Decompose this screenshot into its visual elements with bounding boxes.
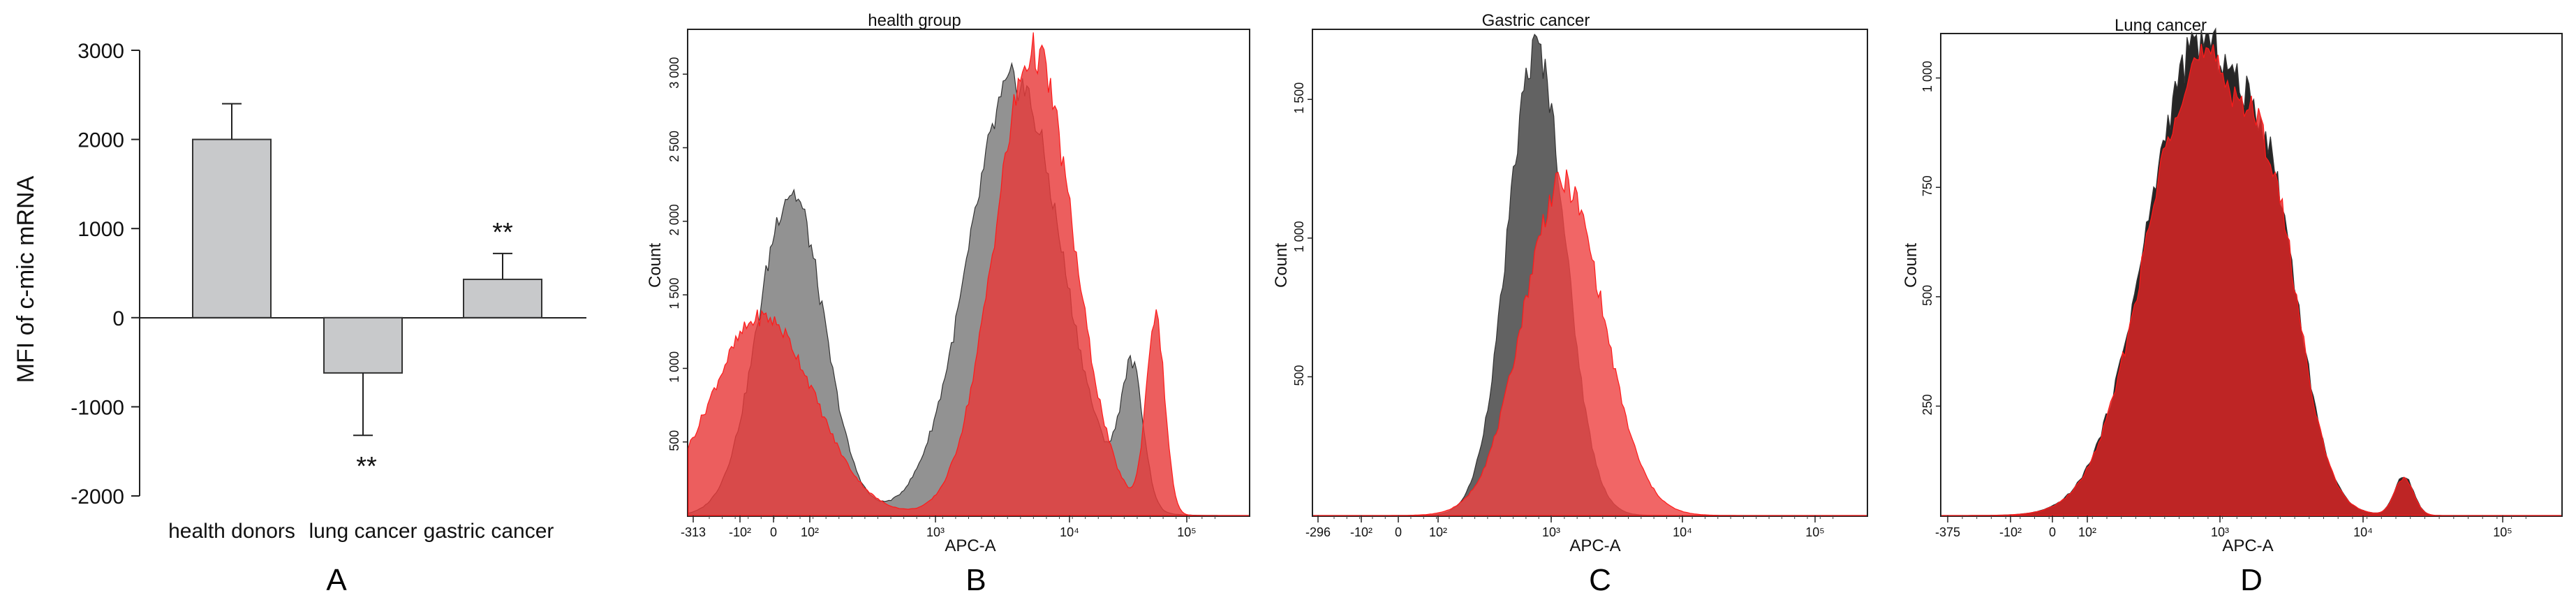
panel-a-sig-2: ** [492,218,513,247]
panel-a-ytick-label: 3000 [77,40,124,63]
d-xtick-label: -10² [1999,525,2022,539]
panel-b-title: health group [868,11,961,30]
panel-c-title: Gastric cancer [1482,11,1590,30]
panel-a-xtick-2: gastric cancer [424,520,554,543]
panel-a-ytick-label: -2000 [71,485,124,509]
panel-a-bar [323,316,403,374]
panel-a-ytick-label: 1000 [77,218,124,241]
panel-a: MFI of c-mic mRNA 3000 2000 1000 0 -1000 -200… [13,40,586,597]
d-xtick-label: 10² [2078,525,2096,539]
b-xtick-label: 10⁴ [1060,525,1079,539]
d-ytick-label: 250 [1920,394,1934,415]
panel-d-label: D [2240,563,2263,597]
panel-b: health group 500 1 000 1 500 2 000 2 500 3 00… [646,11,1250,597]
d-xtick-label: 10³ [2211,525,2229,539]
b-xtick-label: -10² [729,525,751,539]
c-ytick-label: 1 000 [1292,221,1306,252]
d-histogram-red [1941,43,2561,516]
c-xtick-label: 10³ [1542,525,1560,539]
panel-a-label: A [326,563,347,597]
b-xtick-label: 0 [770,525,777,539]
panel-d-title: Lung cancer [2115,16,2207,35]
panel-d-xlabel: APC-A [2222,536,2273,555]
c-xtick-label: 10² [1429,525,1447,539]
c-histogram-red [1313,169,1867,516]
c-ytick-label: 1 500 [1292,82,1306,114]
c-xtick-label: 10⁴ [1673,525,1692,539]
panel-b-xlabel: APC-A [945,536,995,555]
panel-a-ytick-label: -1000 [71,396,124,419]
panel-a-bar [463,278,542,319]
b-xtick-label: -313 [681,525,706,539]
c-xtick-label: -296 [1305,525,1331,539]
b-xtick-label: 10² [801,525,819,539]
b-ytick-label: 1 000 [667,351,681,383]
panel-c-xlabel: APC-A [1569,536,1620,555]
d-xtick-label: 10⁵ [2493,525,2512,539]
d-xtick-label: -375 [1935,525,1960,539]
b-ytick-label: 2 000 [667,204,681,235]
panel-a-sig-1: ** [356,452,377,481]
d-ytick-label: 1 000 [1920,61,1934,92]
b-xtick-label: 10⁵ [1177,525,1196,539]
d-ytick-label: 750 [1920,175,1934,196]
panel-d: Lung cancer 250 500 750 1 000 -375 -10² 0 10² 1… [1902,16,2563,597]
c-xtick-label: -10² [1350,525,1372,539]
panel-c-ylabel: Count [1272,243,1291,288]
panel-c-label: C [1589,563,1611,597]
b-histogram-red [688,32,1249,516]
panel-a-xtick-1: lung cancer [309,520,417,543]
b-ytick-label: 500 [667,430,681,451]
panel-a-xtick-0: health donors [168,520,295,543]
panel-b-label: B [965,563,986,597]
panel-a-ytick-label: 2000 [77,129,124,152]
c-ytick-label: 500 [1292,365,1306,386]
c-xtick-label: 10⁵ [1805,525,1824,539]
panel-d-ylabel: Count [1902,243,1920,288]
b-ytick-label: 2 500 [667,131,681,162]
panel-a-ytick-label: 0 [112,307,124,330]
panel-c: Gastric cancer 500 1 000 1 500 -296 -10² 0 10… [1272,11,1868,597]
d-ytick-label: 500 [1920,285,1934,306]
d-xtick-label: 0 [2049,525,2056,539]
panel-a-ylabel: MFI of c-mic mRNA [13,175,39,383]
panel-a-bar [192,138,272,319]
b-ytick-label: 3 000 [667,57,681,89]
c-xtick-label: 0 [1395,525,1402,539]
b-xtick-label: 10³ [926,525,945,539]
b-ytick-label: 1 500 [667,278,681,309]
panel-b-ylabel: Count [646,243,665,288]
d-xtick-label: 10⁴ [2353,525,2373,539]
